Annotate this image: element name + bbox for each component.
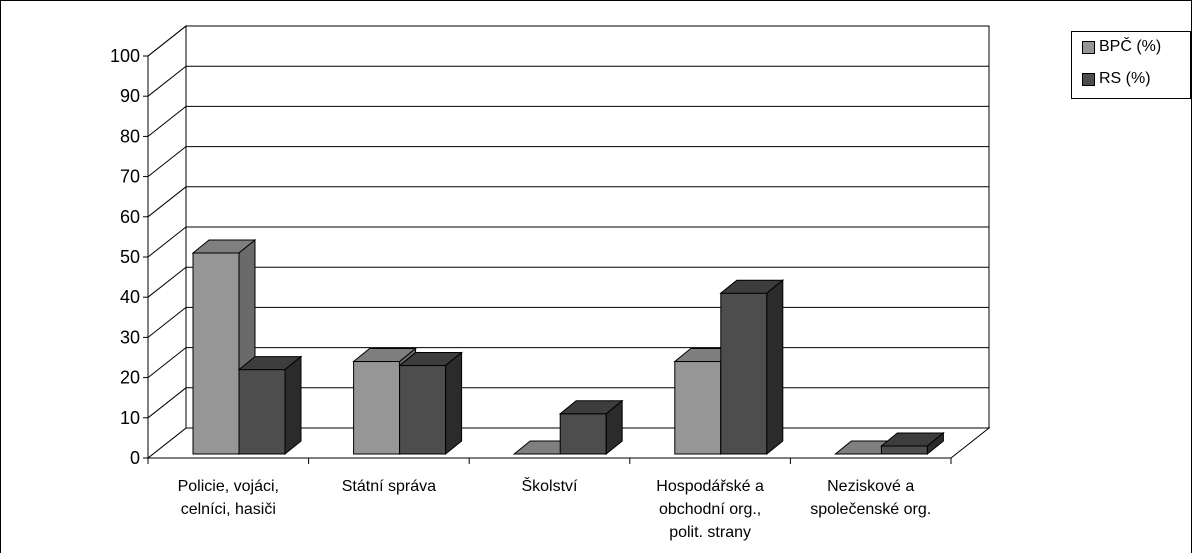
gridline xyxy=(147,186,989,218)
gridline xyxy=(147,226,989,258)
y-tick-label: 60 xyxy=(120,207,140,227)
bar-side xyxy=(605,399,623,456)
bar-front xyxy=(720,292,768,455)
y-tick-label: 80 xyxy=(120,126,140,146)
gridline xyxy=(147,65,989,97)
x-tick-label: polit. strany xyxy=(669,524,751,541)
y-tick-label: 100 xyxy=(110,46,140,66)
bar-front xyxy=(559,413,607,455)
bar-front xyxy=(192,252,240,455)
bar-side xyxy=(926,431,944,456)
y-tick-label: 70 xyxy=(120,167,140,187)
x-tick-label: celníci, hasiči xyxy=(181,501,276,518)
bar-side xyxy=(284,355,302,456)
y-tick-label: 0 xyxy=(130,448,140,468)
y-tick-label: 50 xyxy=(120,247,140,267)
bar-front xyxy=(353,361,401,455)
y-tick-label: 90 xyxy=(120,86,140,106)
gridline xyxy=(147,25,989,57)
legend-item-rs: RS (%) xyxy=(1082,69,1151,89)
legend-label-bpc: BPČ (%) xyxy=(1099,38,1162,55)
bar-side xyxy=(766,279,784,456)
x-tick-label: Neziskové a xyxy=(827,478,914,495)
y-tick-label: 40 xyxy=(120,287,140,307)
legend-label-rs: RS (%) xyxy=(1099,70,1151,87)
y-tick-label: 30 xyxy=(120,327,140,347)
bar-front xyxy=(880,445,928,455)
gridline xyxy=(147,146,989,177)
bar-front xyxy=(674,361,722,455)
legend-swatch-rs xyxy=(1082,72,1095,86)
x-tick-label: Hospodářské a xyxy=(656,478,764,495)
x-tick-label: obchodní org., xyxy=(659,501,761,518)
y-tick-label: 10 xyxy=(120,408,140,428)
gridline xyxy=(147,266,989,298)
y-tick-label: 20 xyxy=(120,368,140,388)
legend-swatch-bpc xyxy=(1082,40,1095,54)
gridline xyxy=(147,105,989,137)
x-tick-label: Školství xyxy=(521,476,578,495)
legend-item-bpc: BPČ (%) xyxy=(1082,37,1161,57)
bar-front xyxy=(399,365,447,455)
bar-side xyxy=(445,351,463,456)
x-tick-label: společenské org. xyxy=(810,501,931,518)
x-tick-label: Policie, vojáci, xyxy=(178,478,279,495)
x-tick-label: Státní správa xyxy=(342,478,436,495)
legend: BPČ (%) RS (%) xyxy=(1071,31,1191,99)
bar-front xyxy=(238,369,286,455)
